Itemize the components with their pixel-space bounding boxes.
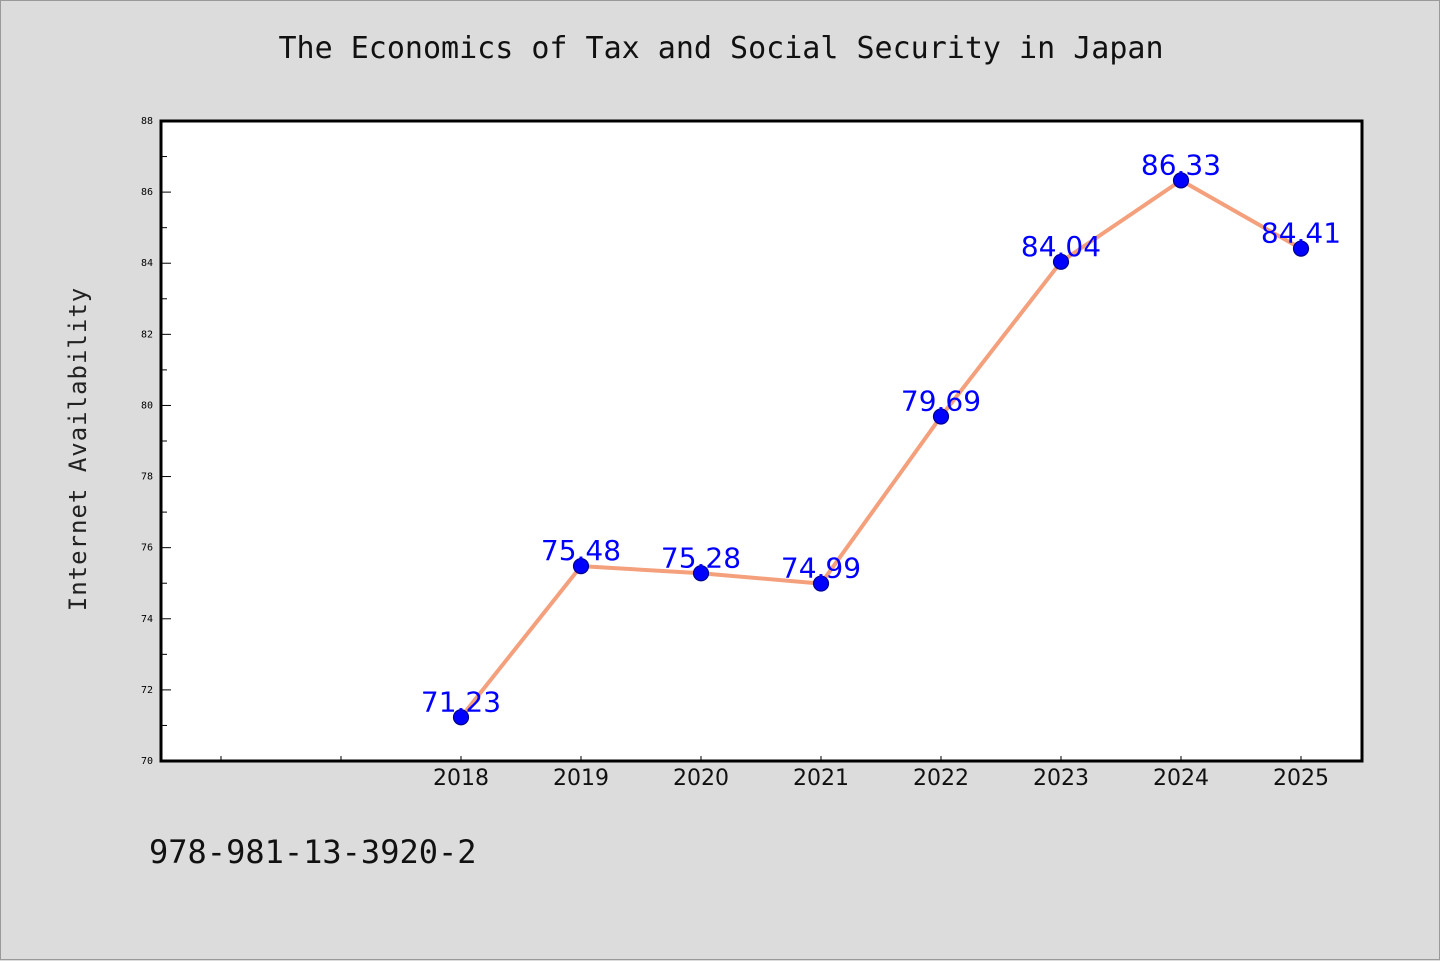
isbn-code: 978-981-13-3920-2 — [149, 833, 477, 871]
plot-frame — [159, 119, 1364, 763]
data-label: 79.69 — [901, 384, 981, 417]
data-point — [1292, 240, 1310, 257]
y-tick-label: 80 — [141, 400, 153, 411]
data-label: 75.48 — [541, 534, 621, 567]
data-label: 74.99 — [781, 552, 861, 585]
y-tick-label: 82 — [141, 329, 153, 340]
x-tick-label: 2025 — [1273, 766, 1329, 791]
y-tick-label: 76 — [141, 543, 153, 554]
data-point — [1052, 253, 1070, 270]
y-tick-label: 72 — [141, 685, 153, 696]
data-label: 84.04 — [1021, 230, 1101, 263]
series-line — [459, 178, 1303, 720]
y-tick-label: 74 — [141, 614, 153, 625]
y-tick-label: 88 — [141, 116, 153, 127]
x-tick-label: 2021 — [793, 766, 849, 791]
x-tick-label: 2020 — [673, 766, 729, 791]
x-tick-label: 2019 — [553, 766, 609, 791]
x-tick-label: 2024 — [1153, 766, 1209, 791]
data-point — [572, 558, 590, 575]
plot-area — [161, 121, 1362, 761]
data-point — [452, 709, 470, 726]
x-tick-label: 2022 — [913, 766, 969, 791]
data-point — [812, 575, 830, 592]
chart-title: The Economics of Tax and Social Security… — [278, 31, 1164, 66]
data-point — [932, 408, 950, 425]
y-tick-label: 70 — [141, 756, 153, 767]
x-tick-label: 2018 — [433, 766, 489, 791]
x-tick-label: 2023 — [1033, 766, 1089, 791]
data-point — [1172, 172, 1190, 189]
y-tick-label: 84 — [141, 258, 153, 269]
data-label: 71.23 — [421, 685, 501, 718]
data-point — [692, 565, 710, 582]
y-tick-label: 78 — [141, 472, 153, 483]
data-label: 86.33 — [1141, 148, 1221, 181]
data-label: 84.41 — [1261, 217, 1341, 250]
data-label: 75.28 — [661, 541, 741, 574]
y-tick-label: 86 — [141, 187, 153, 198]
